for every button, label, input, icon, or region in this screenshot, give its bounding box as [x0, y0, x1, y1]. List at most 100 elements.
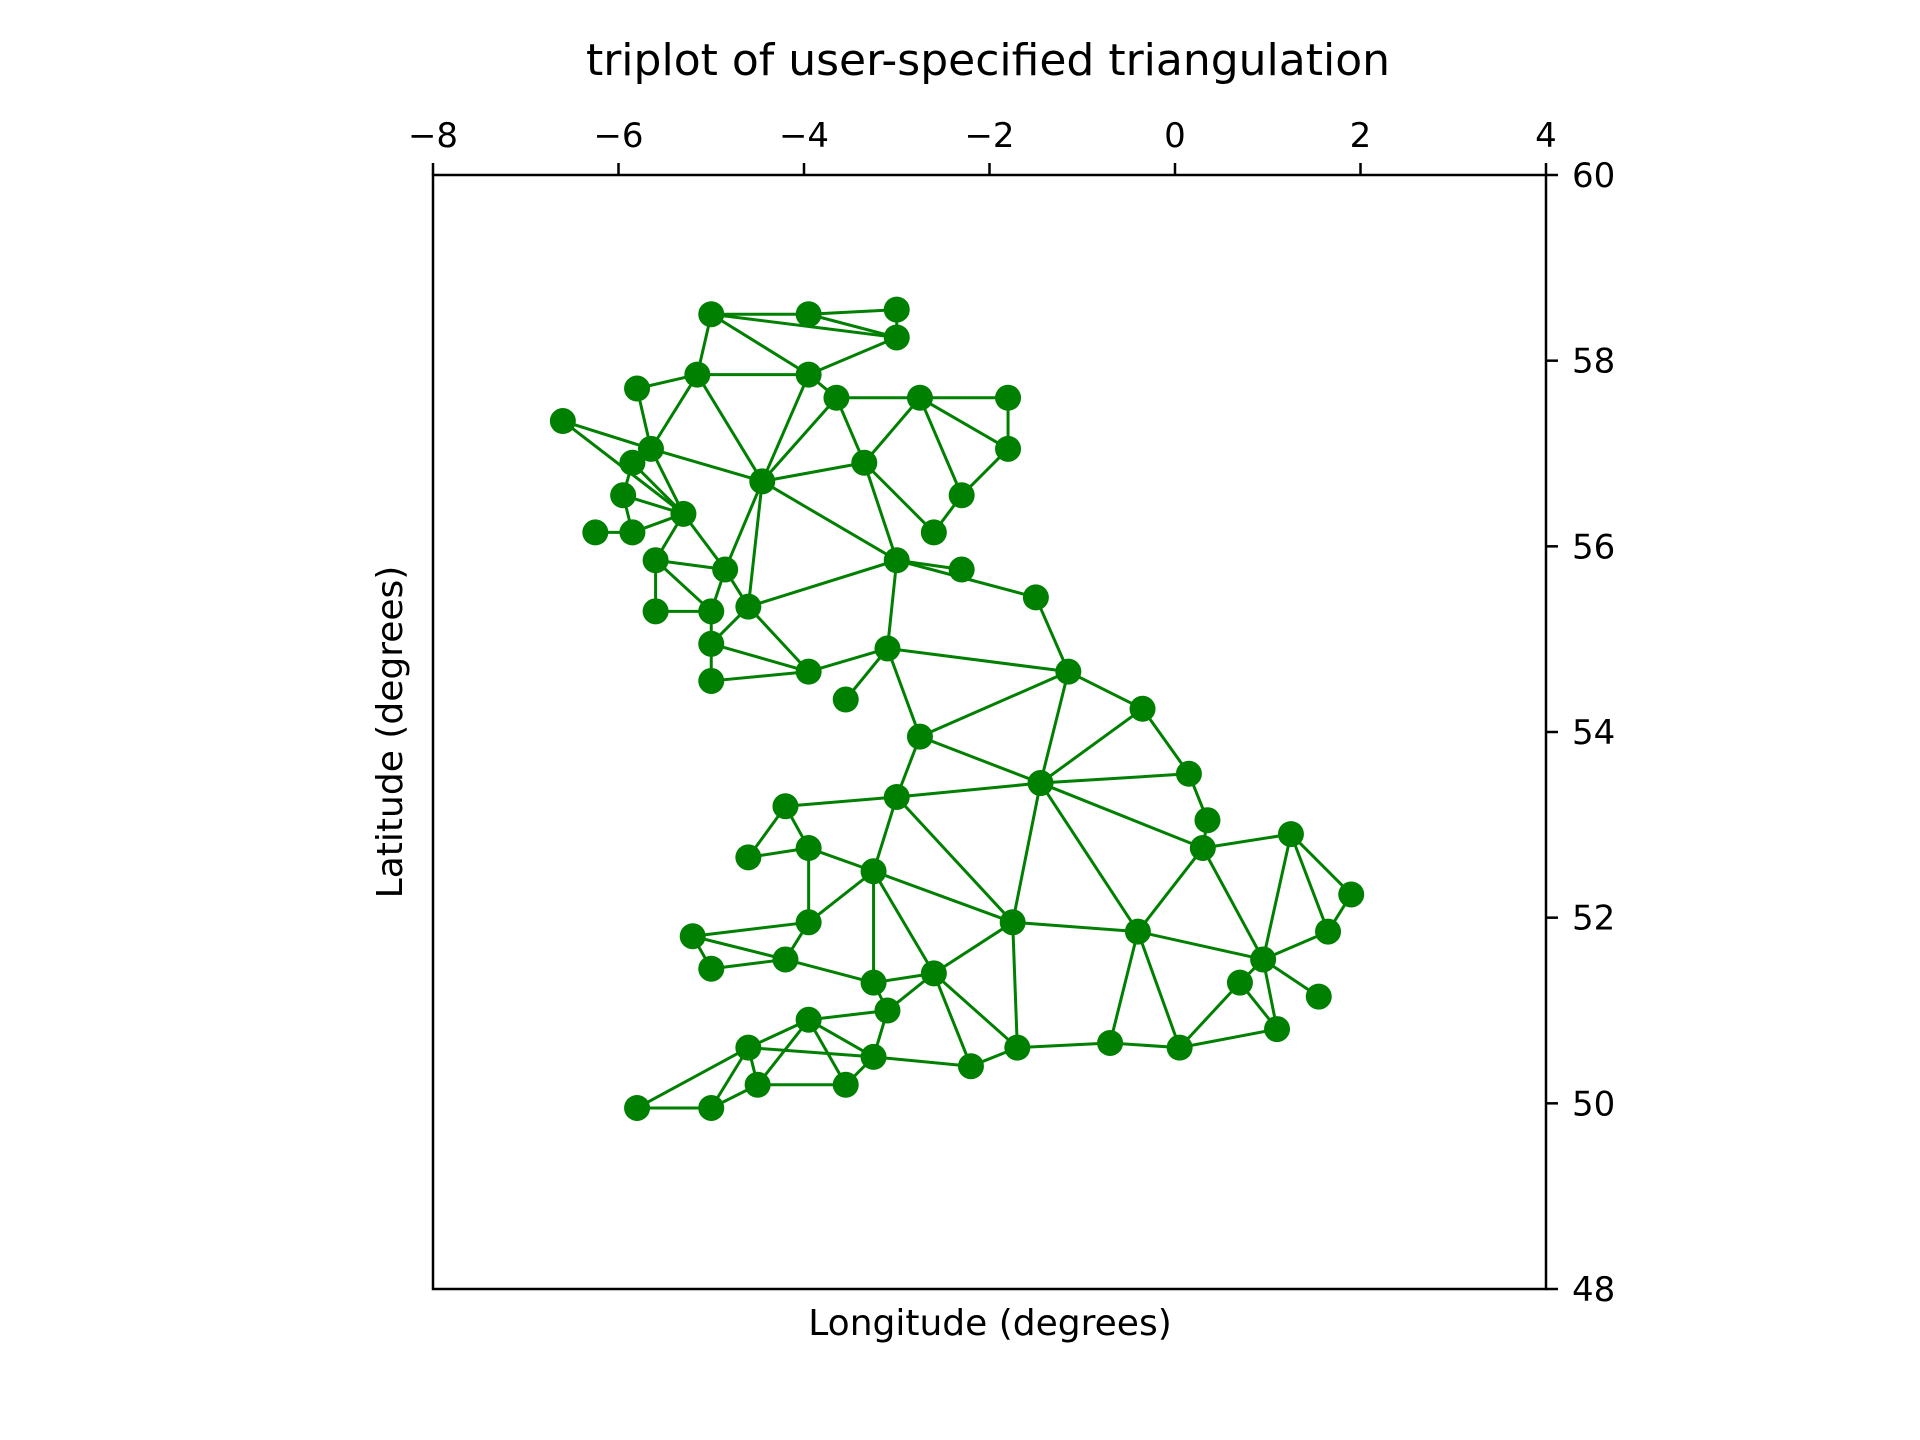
data-point	[582, 519, 609, 546]
triangulation-edge	[1039, 671, 1070, 784]
data-point	[860, 1043, 887, 1070]
triangulation-edge	[932, 972, 973, 1067]
triangulation-edge	[896, 781, 1041, 799]
x-tick-label: 4	[1535, 116, 1557, 156]
data-point	[1189, 835, 1216, 862]
triangulation-edge	[723, 480, 764, 571]
data-point	[1097, 1029, 1124, 1056]
y-tick-label: 50	[1572, 1084, 1615, 1124]
y-tick-label: 48	[1572, 1270, 1615, 1310]
data-point	[883, 547, 910, 574]
data-point	[1226, 969, 1253, 996]
data-point	[874, 635, 901, 662]
data-point	[712, 556, 739, 583]
data-point	[735, 1034, 762, 1061]
triangulation-edge	[696, 373, 764, 483]
triangulation-edge	[785, 795, 897, 808]
data-point	[549, 408, 576, 435]
triangulation-edge	[808, 336, 898, 376]
data-point	[637, 435, 664, 462]
triangulation-edge	[919, 396, 1009, 451]
triangulation-edge	[1011, 782, 1042, 923]
data-point	[874, 997, 901, 1024]
triangulation-edge	[1289, 833, 1330, 933]
chart-title: triplot of user-specified triangulation	[586, 35, 1390, 86]
data-point	[823, 384, 850, 411]
triangulation-edge	[863, 461, 935, 534]
triangulation-edge	[885, 560, 899, 649]
triangulation-edge	[748, 1046, 874, 1059]
triangulation-edge	[1201, 847, 1265, 961]
triangulation-edge	[760, 373, 811, 482]
triangulation-edge	[1011, 922, 1019, 1048]
data-point	[906, 723, 933, 750]
data-point	[795, 301, 822, 328]
y-tick-label: 60	[1572, 156, 1615, 196]
triangulation-edge	[692, 934, 786, 961]
data-point	[948, 482, 975, 509]
data-point	[735, 844, 762, 871]
data-point	[883, 324, 910, 351]
data-point	[1129, 695, 1156, 722]
data-point	[860, 969, 887, 996]
triangulation-edge	[918, 397, 964, 496]
triangulation-edge	[807, 870, 875, 924]
x-axis-ticks: −8 −6 −4 −2 0 2 4	[408, 116, 1557, 175]
triangulation-edge	[1039, 782, 1140, 933]
triangulation-edge	[1067, 670, 1144, 711]
data-point	[619, 449, 646, 476]
data-point	[619, 519, 646, 546]
triangulation-edge	[747, 605, 810, 673]
data-point	[999, 909, 1026, 936]
data-point	[1175, 760, 1202, 787]
data-point	[883, 296, 910, 323]
x-tick-label: −6	[593, 116, 643, 156]
data-point	[744, 1071, 771, 1098]
y-axis-label: Latitude (degrees)	[370, 566, 411, 899]
triangulation-edge	[756, 1018, 810, 1086]
triangulation-edge	[1136, 847, 1205, 933]
data-point	[624, 1094, 651, 1121]
triangulation-edge	[1012, 920, 1139, 934]
triangulation-edge	[1108, 931, 1140, 1044]
triangulation-edge	[1136, 931, 1182, 1049]
x-tick-label: −2	[964, 116, 1014, 156]
data-point	[698, 955, 725, 982]
data-point	[610, 482, 637, 509]
y-axis-ticks: 48 50 52 54 56 58 60	[1546, 156, 1615, 1310]
triangulation-points	[549, 296, 1365, 1121]
data-point	[624, 375, 651, 402]
data-point	[749, 468, 776, 495]
triangulation-edge	[1034, 596, 1070, 673]
data-point	[795, 361, 822, 388]
data-point	[906, 384, 933, 411]
data-point	[883, 783, 910, 810]
y-tick-label: 54	[1572, 713, 1615, 753]
triangulation-edge	[1179, 1027, 1278, 1050]
triangulation-edge	[1261, 833, 1293, 960]
data-point	[735, 593, 762, 620]
triangulation-edge	[1141, 707, 1191, 775]
triangulation-edge	[919, 735, 1042, 785]
data-point	[957, 1053, 984, 1080]
triangulation-edge	[1017, 1041, 1111, 1050]
triangulation-edge	[711, 670, 809, 683]
data-point	[860, 858, 887, 885]
triangulation-edge	[761, 461, 865, 483]
data-point	[698, 630, 725, 657]
data-point	[1055, 658, 1082, 685]
triangulation-edge	[919, 670, 1069, 739]
x-tick-label: 2	[1350, 116, 1372, 156]
triangulation-edge	[808, 308, 897, 316]
y-tick-label: 58	[1572, 342, 1615, 382]
data-point	[1315, 918, 1342, 945]
triangulation-edge	[746, 481, 764, 607]
triangulation-edge	[862, 462, 899, 561]
y-tick-label: 56	[1572, 527, 1615, 567]
data-point	[948, 556, 975, 583]
x-tick-label: −4	[779, 116, 829, 156]
triangulation-edge	[808, 647, 888, 674]
triangulation-edge	[747, 558, 898, 609]
data-point	[851, 449, 878, 476]
